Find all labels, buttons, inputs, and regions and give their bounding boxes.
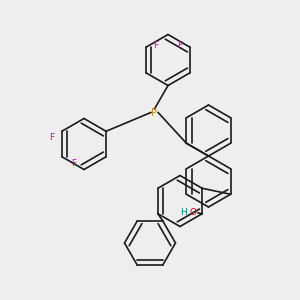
Text: F: F	[49, 133, 54, 142]
Text: F: F	[178, 41, 183, 50]
Text: H: H	[180, 208, 187, 217]
Text: O: O	[189, 208, 196, 217]
Text: F: F	[71, 159, 76, 168]
Text: F: F	[153, 41, 158, 50]
Text: P: P	[152, 107, 158, 118]
